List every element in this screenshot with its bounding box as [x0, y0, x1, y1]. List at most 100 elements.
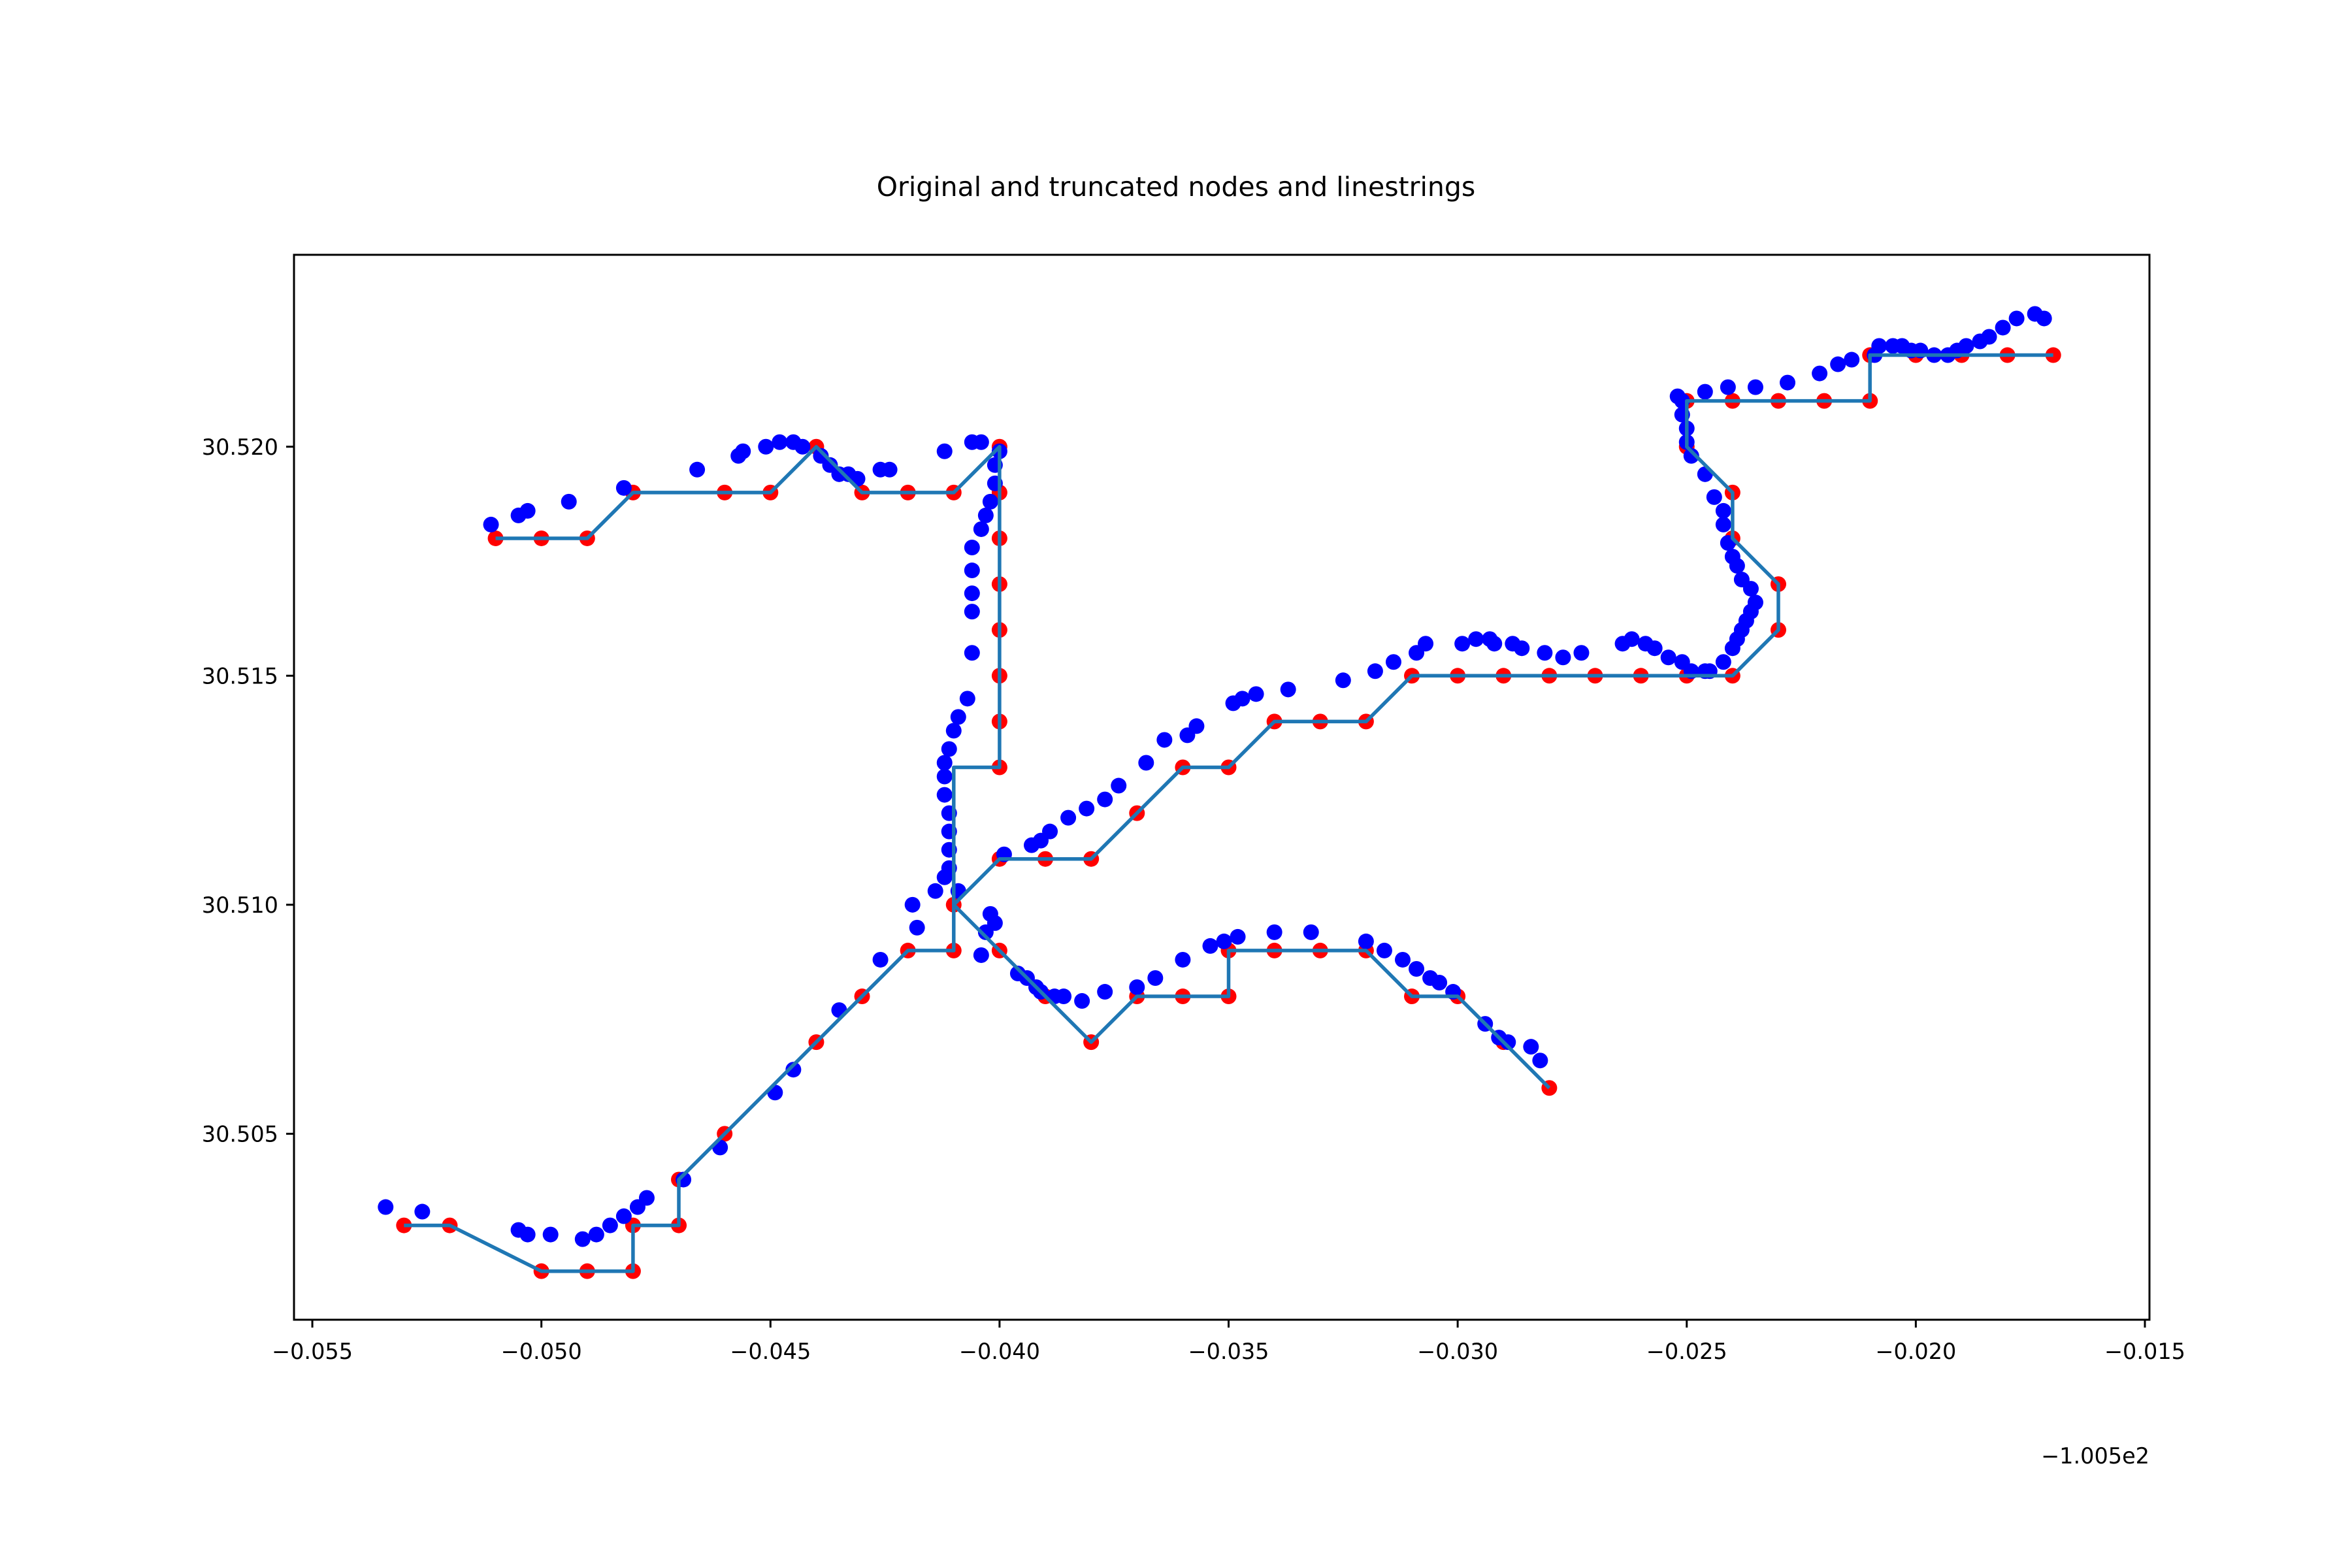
linestring [952, 353, 2053, 906]
original-node [1335, 672, 1351, 689]
original-node [1138, 755, 1154, 771]
original-node [1733, 572, 1750, 588]
original-node [973, 947, 989, 963]
original-node [615, 1208, 632, 1224]
original-node [936, 787, 953, 803]
original-node [1156, 732, 1173, 748]
original-node [1358, 933, 1374, 949]
original-node [813, 448, 829, 464]
original-node [936, 443, 953, 459]
original-node [1486, 636, 1503, 652]
original-node [1111, 777, 1127, 794]
original-node [1646, 640, 1663, 657]
y-tick-label: 30.515 [202, 663, 278, 689]
x-tick-label: −0.055 [272, 1339, 353, 1364]
original-node [1747, 379, 1763, 395]
original-node [602, 1217, 618, 1233]
original-node [1303, 924, 1319, 940]
original-node [615, 480, 632, 496]
y-axis: 30.505 30.510 30.515 30.520 [202, 434, 294, 1147]
original-node [936, 755, 953, 771]
original-node [1715, 502, 1731, 519]
original-node [927, 883, 943, 899]
y-tick-label: 30.520 [202, 434, 278, 460]
original-node [730, 448, 747, 464]
linestring [952, 903, 1551, 1090]
original-node [1431, 975, 1448, 991]
original-node [1830, 356, 1846, 372]
original-node [378, 1199, 394, 1215]
y-tick-label: 30.505 [202, 1121, 278, 1147]
original-node [1981, 329, 1997, 345]
x-tick-label: −0.020 [1875, 1339, 1956, 1364]
original-node [1669, 388, 1686, 404]
original-node [574, 1231, 591, 1247]
original-node [414, 1203, 431, 1220]
original-node [483, 516, 499, 532]
original-node [1409, 960, 1425, 977]
original-node [904, 896, 921, 913]
original-node [1573, 645, 1590, 661]
original-node [1724, 549, 1740, 565]
original-node [1683, 448, 1699, 464]
original-node [1234, 691, 1250, 707]
original-node [1074, 993, 1090, 1009]
x-tick-label: −0.035 [1188, 1339, 1269, 1364]
original-node [1532, 1053, 1548, 1069]
original-node [1266, 924, 1282, 940]
original-node [964, 539, 980, 555]
original-node [1995, 319, 2011, 336]
original-node [964, 563, 980, 579]
original-node [964, 645, 980, 661]
plot-frame [293, 253, 2151, 1321]
original-node [1844, 351, 1860, 368]
original-node [2036, 310, 2052, 327]
original-node [1454, 636, 1471, 652]
original-node [1376, 942, 1392, 958]
y-tick-label: 30.510 [202, 892, 278, 918]
original-node [561, 493, 577, 510]
original-node [1812, 365, 1828, 382]
x-tick-label: −0.015 [2104, 1339, 2185, 1364]
original-node [1871, 338, 1887, 354]
original-node [638, 1190, 655, 1206]
original-node [1720, 379, 1736, 395]
original-node [945, 723, 962, 739]
original-node [689, 461, 706, 478]
original-node [1280, 681, 1296, 698]
original-node [936, 768, 953, 785]
original-node [1537, 645, 1553, 661]
original-node [950, 709, 966, 725]
original-node [1042, 823, 1058, 840]
original-node [1468, 631, 1484, 647]
original-node [1129, 979, 1145, 996]
x-tick-label: −0.030 [1417, 1339, 1498, 1364]
original-node [1555, 649, 1571, 666]
original-node [977, 924, 994, 940]
original-node [1248, 686, 1264, 702]
original-node [909, 919, 925, 936]
original-node [1056, 988, 1072, 1005]
x-tick-label: −0.040 [959, 1339, 1040, 1364]
original-node [1367, 663, 1383, 679]
original-node [588, 1226, 604, 1243]
original-node [785, 434, 802, 450]
original-node [1385, 654, 1401, 670]
plot-area [378, 306, 2061, 1279]
original-node [519, 1226, 536, 1243]
x-axis: −0.055 −0.050 −0.045 −0.040 −0.035 −0.030 −0.0… [272, 1320, 2185, 1364]
original-node [1958, 338, 1974, 354]
original-node [1697, 384, 1713, 400]
original-node [1523, 1039, 1539, 1055]
original-node [964, 434, 980, 450]
original-node [1514, 640, 1530, 657]
original-node [1500, 1034, 1516, 1051]
original-node [1747, 595, 1763, 611]
original-node [982, 493, 998, 510]
original-node [1175, 951, 1191, 968]
original-node [772, 434, 788, 450]
original-node [964, 604, 980, 620]
original-node [872, 951, 889, 968]
